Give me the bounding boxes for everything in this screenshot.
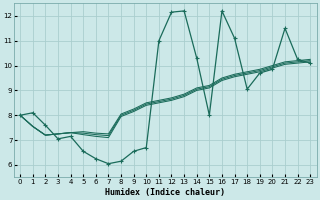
X-axis label: Humidex (Indice chaleur): Humidex (Indice chaleur) <box>105 188 225 197</box>
